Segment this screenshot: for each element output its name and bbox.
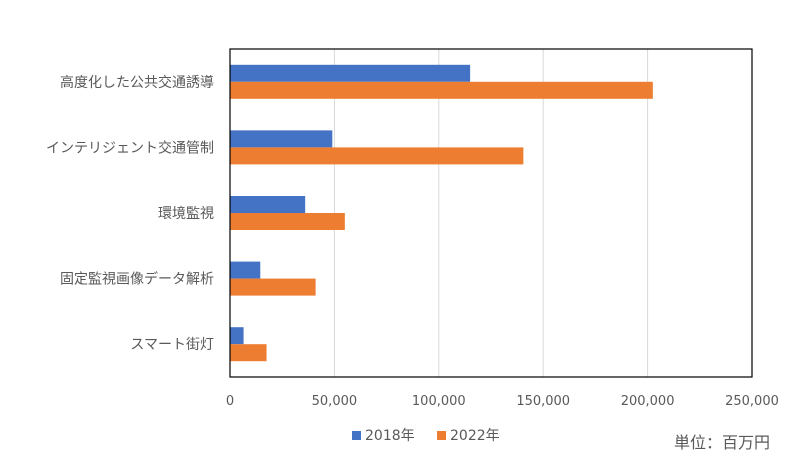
bar-series-2 xyxy=(230,81,653,99)
bars xyxy=(230,64,653,362)
x-tick-label: 50,000 xyxy=(312,394,358,409)
category-labels: 高度化した公共交通誘導インテリジェント交通管制環境監視固定監視画像データ解析スマ… xyxy=(46,74,214,353)
legend-swatch xyxy=(352,431,361,440)
x-tick-label: 150,000 xyxy=(516,394,570,409)
x-tick-label: 0 xyxy=(226,394,234,409)
bar-series-1 xyxy=(230,261,261,279)
bar-series-2 xyxy=(230,344,267,362)
unit-label: 単位：百万円 xyxy=(674,433,770,452)
x-tick-label: 100,000 xyxy=(412,394,466,409)
bar-series-1 xyxy=(230,327,244,345)
bar-series-1 xyxy=(230,196,306,213)
plot-frame xyxy=(229,48,753,378)
category-label: 高度化した公共交通誘導 xyxy=(60,74,214,91)
bar-series-2 xyxy=(230,147,524,165)
legend-label: 2022年 xyxy=(450,428,500,444)
legend: 2018年 2022年 xyxy=(352,428,500,444)
bar-series-1 xyxy=(230,130,333,148)
x-tick-label: 200,000 xyxy=(621,394,675,409)
legend-label: 2018年 xyxy=(365,428,415,444)
category-label: 環境監視 xyxy=(158,205,214,222)
bar-series-1 xyxy=(230,64,471,82)
bar-series-2 xyxy=(230,278,316,296)
category-label: 固定監視画像データ解析 xyxy=(60,271,214,288)
x-tick-label: 250,000 xyxy=(725,394,779,409)
bar-series-2 xyxy=(230,213,345,230)
category-label: スマート街灯 xyxy=(130,337,214,353)
legend-swatch xyxy=(437,431,446,440)
x-tick-labels: 0 50,000 100,000 150,000 200,000 250,000 xyxy=(226,394,779,409)
category-label: インテリジェント交通管制 xyxy=(46,139,214,156)
